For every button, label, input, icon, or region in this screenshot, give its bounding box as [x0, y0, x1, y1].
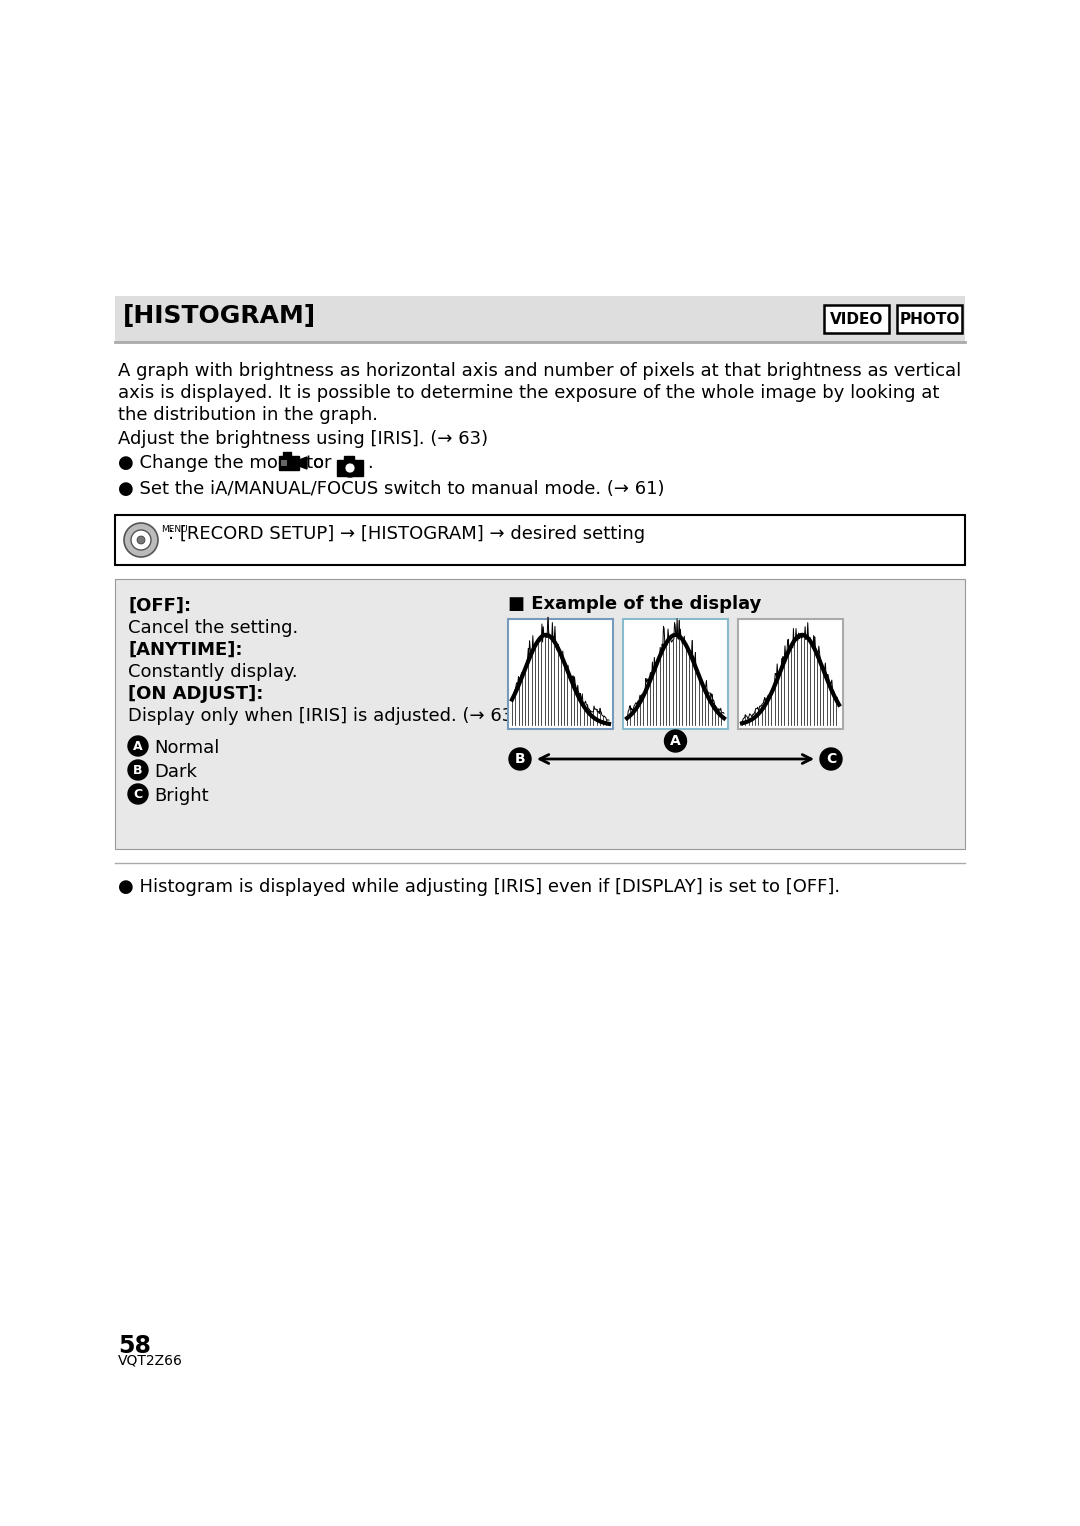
Text: Normal: Normal — [154, 739, 219, 757]
Text: Cancel the setting.: Cancel the setting. — [129, 620, 298, 636]
Text: PHOTO: PHOTO — [900, 311, 960, 327]
Text: MENU: MENU — [161, 525, 188, 534]
Circle shape — [129, 736, 148, 755]
Text: ■ Example of the display: ■ Example of the display — [508, 595, 761, 613]
Circle shape — [129, 760, 148, 780]
Text: ● Set the iA/MANUAL/FOCUS switch to manual mode. (→ 61): ● Set the iA/MANUAL/FOCUS switch to manu… — [118, 481, 664, 497]
FancyBboxPatch shape — [114, 296, 966, 342]
Text: [OFF]:: [OFF]: — [129, 597, 191, 615]
FancyBboxPatch shape — [508, 620, 613, 729]
Text: [HISTOGRAM]: [HISTOGRAM] — [123, 304, 316, 328]
Text: Dark: Dark — [154, 763, 197, 781]
Text: C: C — [826, 752, 836, 766]
Circle shape — [131, 530, 151, 549]
Text: A graph with brightness as horizontal axis and number of pixels at that brightne: A graph with brightness as horizontal ax… — [118, 362, 961, 380]
FancyBboxPatch shape — [738, 620, 843, 729]
Text: VQT2Z66: VQT2Z66 — [118, 1354, 183, 1367]
Text: C: C — [134, 787, 143, 801]
Text: VIDEO: VIDEO — [829, 311, 883, 327]
Circle shape — [664, 729, 687, 752]
Text: ● Histogram is displayed while adjusting [IRIS] even if [DISPLAY] is set to [OFF: ● Histogram is displayed while adjusting… — [118, 877, 840, 896]
Circle shape — [345, 462, 355, 473]
Circle shape — [509, 748, 531, 771]
Text: the distribution in the graph.: the distribution in the graph. — [118, 406, 378, 424]
FancyBboxPatch shape — [114, 578, 966, 848]
Text: B: B — [515, 752, 525, 766]
Text: [ON ADJUST]:: [ON ADJUST]: — [129, 685, 264, 703]
Polygon shape — [299, 456, 307, 468]
Text: Bright: Bright — [154, 787, 208, 806]
Text: Display only when [IRIS] is adjusted. (→ 63): Display only when [IRIS] is adjusted. (→… — [129, 707, 521, 725]
Circle shape — [820, 748, 842, 771]
Circle shape — [341, 459, 359, 478]
FancyBboxPatch shape — [824, 305, 889, 333]
Text: or: or — [313, 455, 332, 472]
Circle shape — [137, 536, 145, 543]
FancyBboxPatch shape — [337, 459, 363, 476]
FancyBboxPatch shape — [279, 456, 299, 470]
FancyBboxPatch shape — [345, 456, 354, 459]
Circle shape — [129, 784, 148, 804]
FancyBboxPatch shape — [114, 514, 966, 565]
Text: axis is displayed. It is possible to determine the exposure of the whole image b: axis is displayed. It is possible to det… — [118, 385, 940, 401]
Text: .: . — [367, 455, 373, 472]
Text: 58: 58 — [118, 1334, 151, 1358]
FancyBboxPatch shape — [897, 305, 962, 333]
Text: A: A — [670, 734, 680, 748]
Text: ● Change the mode to: ● Change the mode to — [118, 455, 324, 472]
Text: Constantly display.: Constantly display. — [129, 662, 298, 681]
Text: : [RECORD SETUP] → [HISTOGRAM] → desired setting: : [RECORD SETUP] → [HISTOGRAM] → desired… — [168, 525, 645, 543]
Text: Adjust the brightness using [IRIS]. (→ 63): Adjust the brightness using [IRIS]. (→ 6… — [118, 430, 488, 449]
FancyBboxPatch shape — [281, 459, 287, 465]
Text: B: B — [133, 763, 143, 777]
Text: A: A — [133, 740, 143, 752]
FancyBboxPatch shape — [623, 620, 728, 729]
FancyBboxPatch shape — [283, 452, 291, 456]
Text: [ANYTIME]:: [ANYTIME]: — [129, 641, 243, 659]
Circle shape — [124, 523, 158, 557]
